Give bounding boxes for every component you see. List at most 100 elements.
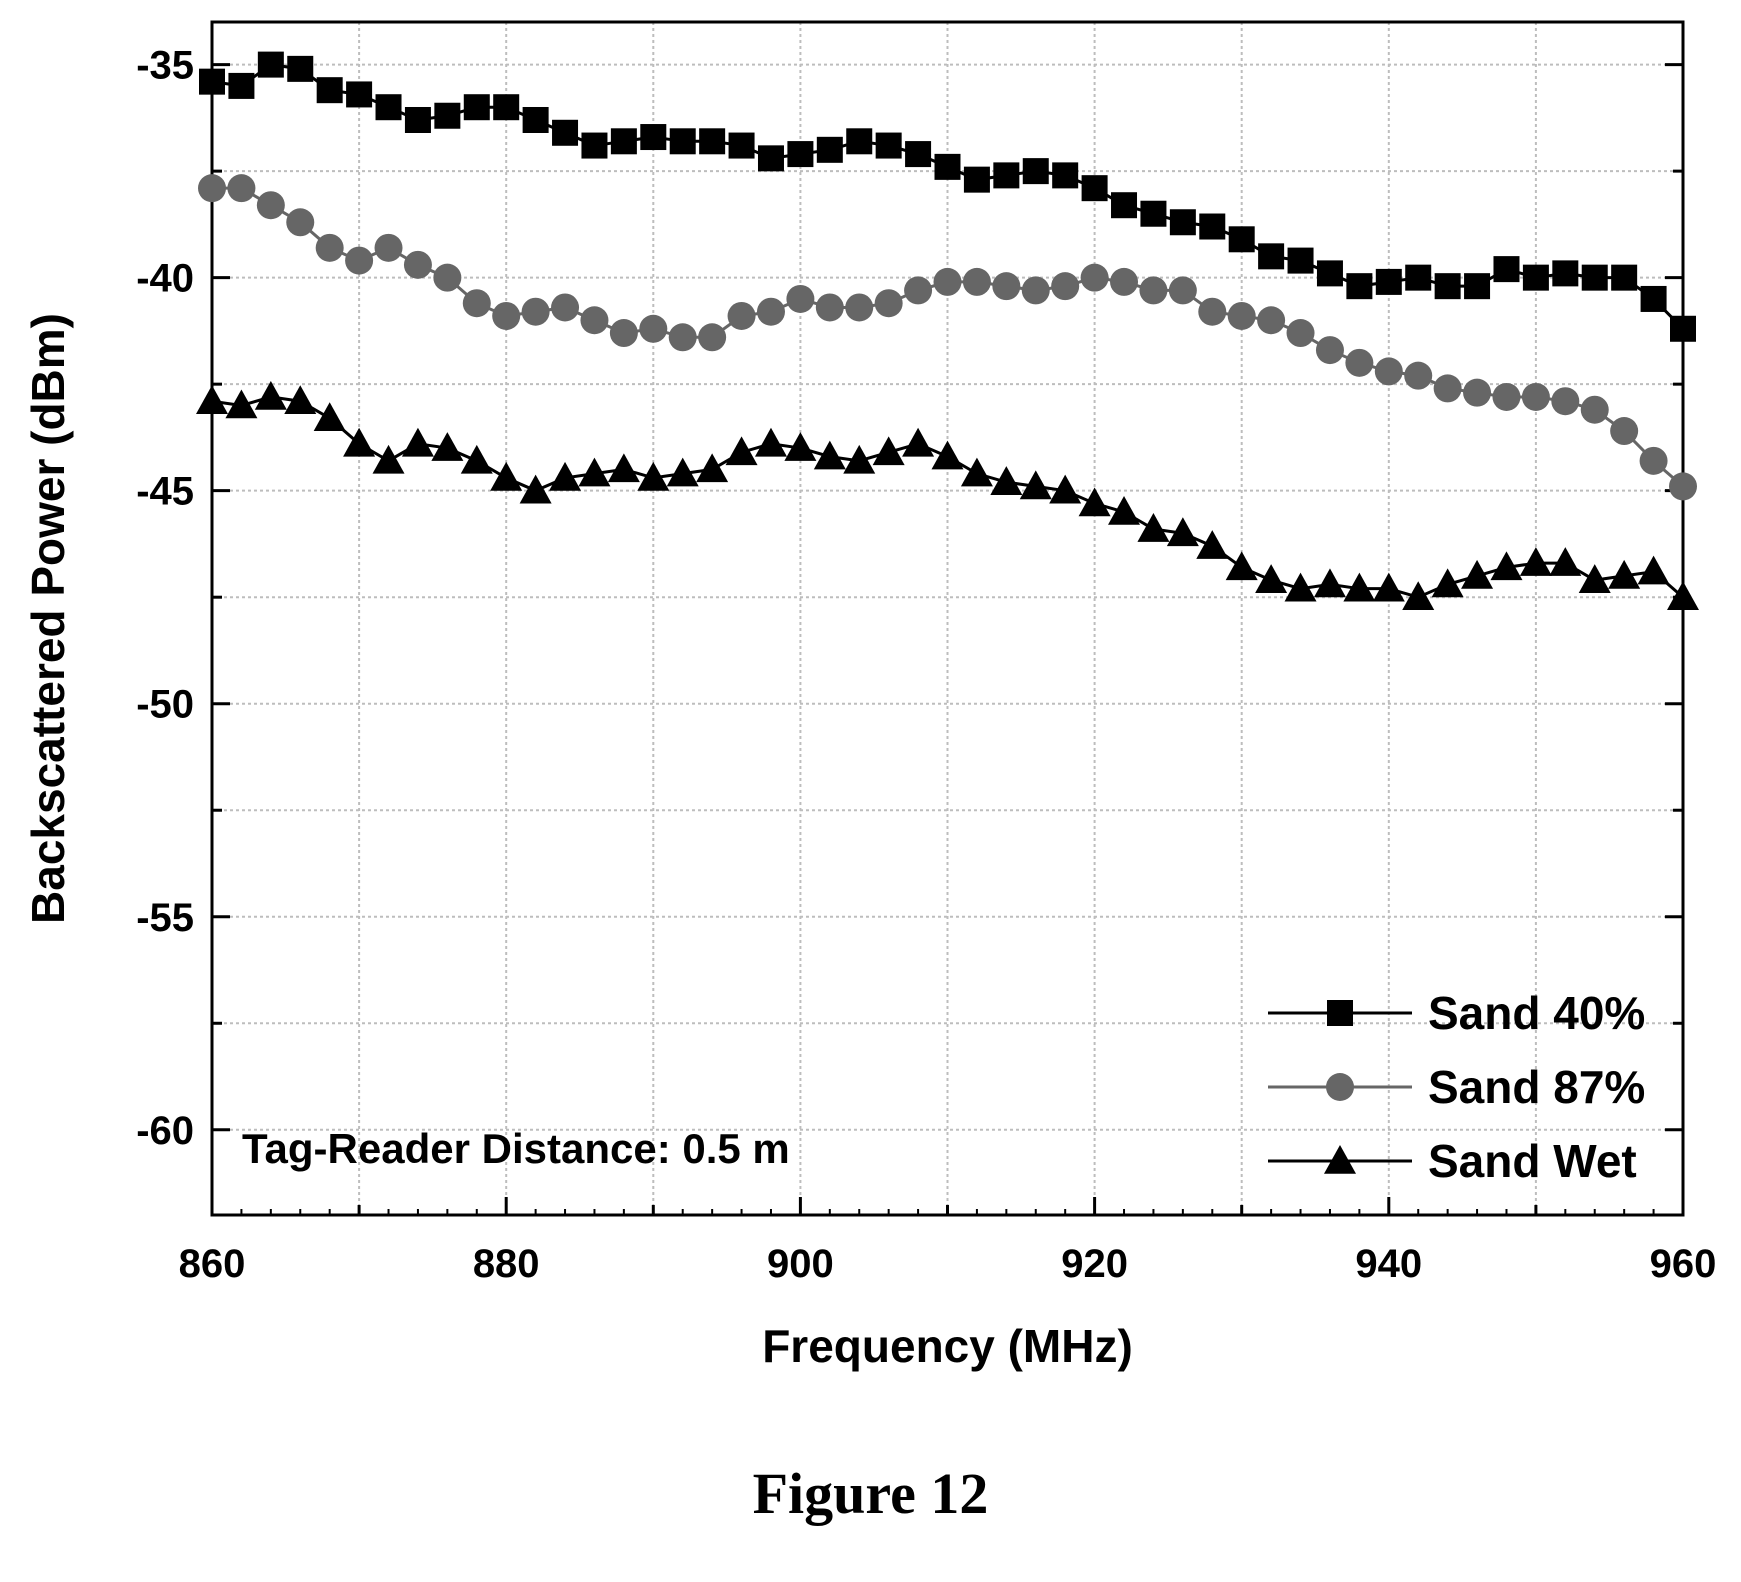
y-tick-label: -35 (136, 44, 194, 88)
data-point (346, 81, 373, 108)
data-point (343, 427, 376, 457)
legend-item: Sand 40% (1268, 987, 1645, 1039)
data-point (1346, 273, 1373, 300)
data-point (581, 132, 608, 159)
x-tick-label: 900 (767, 1242, 834, 1286)
legend-label: Sand Wet (1428, 1135, 1637, 1187)
data-point (1227, 301, 1256, 330)
data-point (610, 128, 637, 155)
data-point (960, 457, 993, 487)
data-point (668, 323, 697, 352)
legend-label: Sand 87% (1428, 1061, 1645, 1113)
data-point (287, 55, 314, 82)
data-point (460, 444, 493, 474)
data-point (1051, 272, 1080, 301)
y-tick-label: -55 (136, 896, 194, 940)
data-point (1578, 564, 1611, 593)
data-point (815, 293, 844, 322)
data-point (1078, 487, 1111, 517)
data-point (1519, 547, 1552, 576)
data-point (1637, 555, 1670, 585)
data-point (845, 293, 874, 322)
data-point (1286, 319, 1315, 348)
data-point (1611, 264, 1638, 291)
data-point (1228, 226, 1255, 253)
y-axis-title: Backscattered Power (dBm) (22, 313, 74, 924)
data-point (401, 427, 434, 457)
data-point (787, 141, 814, 168)
y-tick-label: -50 (136, 683, 194, 727)
data-point (493, 94, 520, 121)
data-point (990, 466, 1023, 495)
data-point (1581, 264, 1608, 291)
data-point (1168, 276, 1197, 305)
data-point (843, 444, 876, 474)
data-point (1257, 306, 1286, 335)
data-point (199, 68, 225, 95)
data-point (372, 444, 405, 474)
data-point (1464, 273, 1491, 300)
data-point (434, 102, 461, 129)
data-point (1287, 247, 1314, 274)
data-point (1108, 495, 1141, 525)
data-point (1081, 175, 1108, 202)
data-point (1493, 256, 1520, 283)
data-point (1199, 213, 1226, 240)
legend-marker (1326, 1073, 1354, 1101)
data-point (1372, 572, 1405, 602)
data-point (934, 153, 961, 180)
data-point (1111, 192, 1138, 219)
data-point (757, 145, 784, 172)
x-tick-label: 920 (1061, 1242, 1128, 1286)
data-point (728, 132, 755, 159)
distance-annotation: Tag-Reader Distance: 0.5 m (242, 1125, 790, 1172)
data-point (522, 106, 549, 133)
data-point (754, 427, 787, 457)
data-point (433, 263, 462, 292)
data-point (786, 284, 815, 313)
data-point (846, 128, 873, 155)
legend: Sand 40% Sand 87% Sand Wet (1268, 987, 1645, 1187)
data-point (1521, 382, 1550, 411)
data-point (552, 119, 579, 146)
data-point (992, 272, 1021, 301)
x-tick-label: 960 (1650, 1242, 1717, 1286)
data-point (580, 306, 609, 335)
data-point (1316, 260, 1343, 287)
x-tick-label: 880 (473, 1242, 540, 1286)
data-point (254, 380, 287, 410)
data-point (933, 267, 962, 296)
data-point (1343, 572, 1376, 602)
data-point (1022, 158, 1049, 185)
x-axis-title: Frequency (MHz) (762, 1320, 1133, 1372)
data-point (698, 323, 727, 352)
y-tick-label: -40 (136, 257, 194, 301)
data-point (1492, 382, 1521, 411)
data-point (1019, 470, 1052, 500)
data-point (993, 162, 1020, 189)
data-point (1345, 348, 1374, 377)
data-point (666, 457, 699, 487)
data-point (1610, 417, 1639, 446)
data-point (1433, 374, 1462, 403)
data-point (963, 166, 990, 193)
data-point (284, 385, 317, 415)
data-point (813, 440, 846, 470)
data-point (198, 174, 226, 203)
data-point (1169, 209, 1196, 236)
data-point (374, 233, 403, 262)
data-point (1552, 260, 1579, 287)
data-point (1110, 267, 1139, 296)
data-point (1258, 243, 1285, 270)
data-point (1549, 547, 1582, 576)
data-point (313, 402, 346, 432)
data-point (727, 301, 756, 330)
data-point (1639, 446, 1668, 475)
data-point (286, 208, 315, 237)
data-point (578, 457, 611, 487)
data-point (225, 389, 258, 419)
data-point (257, 51, 284, 78)
data-point (1490, 551, 1523, 581)
data-point (874, 289, 903, 318)
